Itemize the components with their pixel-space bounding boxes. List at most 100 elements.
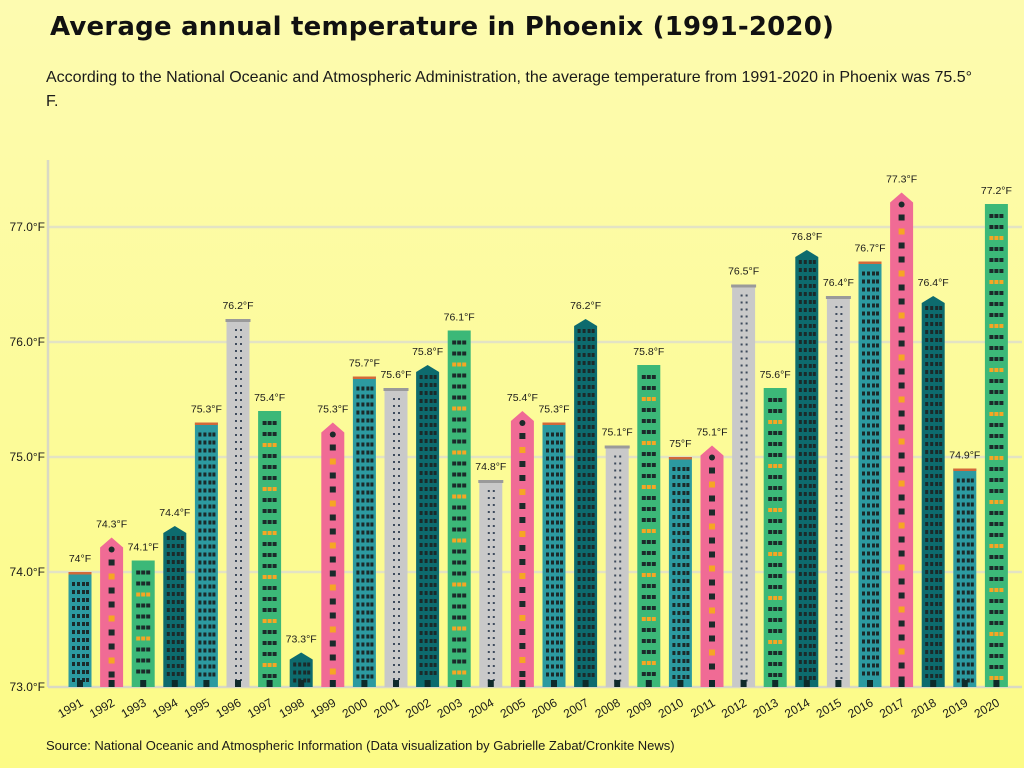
bar-window: [519, 475, 526, 481]
bar-window: [433, 575, 437, 579]
bar-window: [433, 511, 437, 515]
bar-window: [577, 505, 581, 509]
bar-window: [519, 503, 526, 509]
bar-window: [398, 559, 400, 561]
bar-window: [682, 571, 686, 575]
bar-window: [989, 456, 994, 460]
bar-window: [812, 428, 816, 432]
bar-window: [136, 625, 141, 630]
bar-window: [867, 335, 870, 340]
bar-window: [198, 672, 202, 677]
bar-window: [812, 420, 816, 424]
bar-window: [672, 563, 676, 567]
bar-window: [798, 588, 802, 592]
bar-window: [867, 415, 870, 420]
bar-window: [939, 586, 943, 590]
bar-window: [487, 497, 490, 499]
bar-window: [994, 401, 999, 405]
bar-window: [686, 635, 690, 639]
bar-window: [745, 462, 748, 465]
bar-window: [176, 672, 180, 676]
bar-window: [867, 351, 870, 356]
x-tick-label: 2018: [909, 695, 939, 721]
bar-window: [370, 402, 374, 407]
bar-window: [577, 361, 581, 365]
bar-roof: [731, 284, 757, 288]
bar-window: [176, 552, 180, 556]
bar-window: [577, 577, 581, 581]
bar-window: [773, 530, 778, 534]
bar-window: [740, 329, 743, 332]
bar-window: [994, 555, 999, 559]
bar-window: [740, 336, 743, 339]
bar-window: [835, 439, 838, 441]
bar-door: [961, 680, 968, 687]
bar-window: [591, 593, 595, 597]
bar-window: [393, 489, 395, 491]
bar-window: [925, 466, 929, 470]
bar-window: [872, 615, 875, 620]
bar-window: [803, 428, 807, 432]
bar-window: [171, 608, 175, 612]
bar-window: [577, 385, 581, 389]
bar-window: [677, 651, 681, 655]
bar-window: [835, 341, 838, 343]
bar-window: [591, 641, 595, 645]
bar-window: [424, 463, 428, 467]
bar-window: [840, 453, 843, 455]
bar-window: [745, 329, 748, 332]
bar-window: [999, 258, 1004, 262]
bar-window: [452, 472, 457, 477]
bar-window: [546, 656, 549, 661]
bar-window: [176, 632, 180, 636]
bar-window: [862, 575, 865, 580]
bar-roof: [478, 480, 504, 483]
bar-window: [519, 657, 526, 663]
bar-door: [898, 680, 905, 687]
bar-window: [108, 546, 115, 553]
bar-window: [835, 453, 838, 455]
bar-window: [424, 495, 428, 499]
bar-window: [208, 544, 212, 549]
bar-window: [393, 545, 395, 547]
bar-window: [646, 573, 651, 577]
bar-window: [452, 549, 457, 554]
x-tick-label: 1995: [182, 695, 212, 721]
bar-window: [582, 609, 586, 613]
bar-window: [462, 373, 467, 378]
bar-window: [487, 518, 490, 520]
bar-window: [867, 375, 870, 380]
bar-window: [457, 461, 462, 466]
bar-window: [930, 466, 934, 470]
bar-window: [966, 662, 970, 667]
bar-window: [393, 503, 395, 505]
bar-window: [235, 420, 237, 422]
bar-window: [366, 666, 370, 671]
bar-window: [212, 440, 216, 445]
bar-window: [429, 519, 433, 523]
bar-window: [429, 647, 433, 651]
bar-window: [682, 611, 686, 615]
bar-window: [935, 426, 939, 430]
bar-window: [370, 466, 374, 471]
bar-window: [994, 445, 999, 449]
bar-window: [356, 426, 360, 431]
bar-window: [272, 498, 277, 502]
bar-window: [898, 648, 905, 655]
bar-window: [872, 463, 875, 468]
bar-door: [677, 680, 684, 687]
bar-window: [970, 582, 974, 587]
bar-window: [424, 375, 428, 379]
bar-window: [840, 320, 843, 322]
bar-window: [582, 441, 586, 445]
bar-window: [961, 510, 965, 515]
bar-window: [556, 616, 559, 621]
bar-window: [939, 522, 943, 526]
bar-window: [961, 670, 965, 675]
bar-window: [961, 662, 965, 667]
bar-window: [361, 434, 365, 439]
bar-window: [930, 586, 934, 590]
bar-window: [582, 561, 586, 565]
bar-2002: [416, 365, 440, 687]
bar-window: [370, 506, 374, 511]
